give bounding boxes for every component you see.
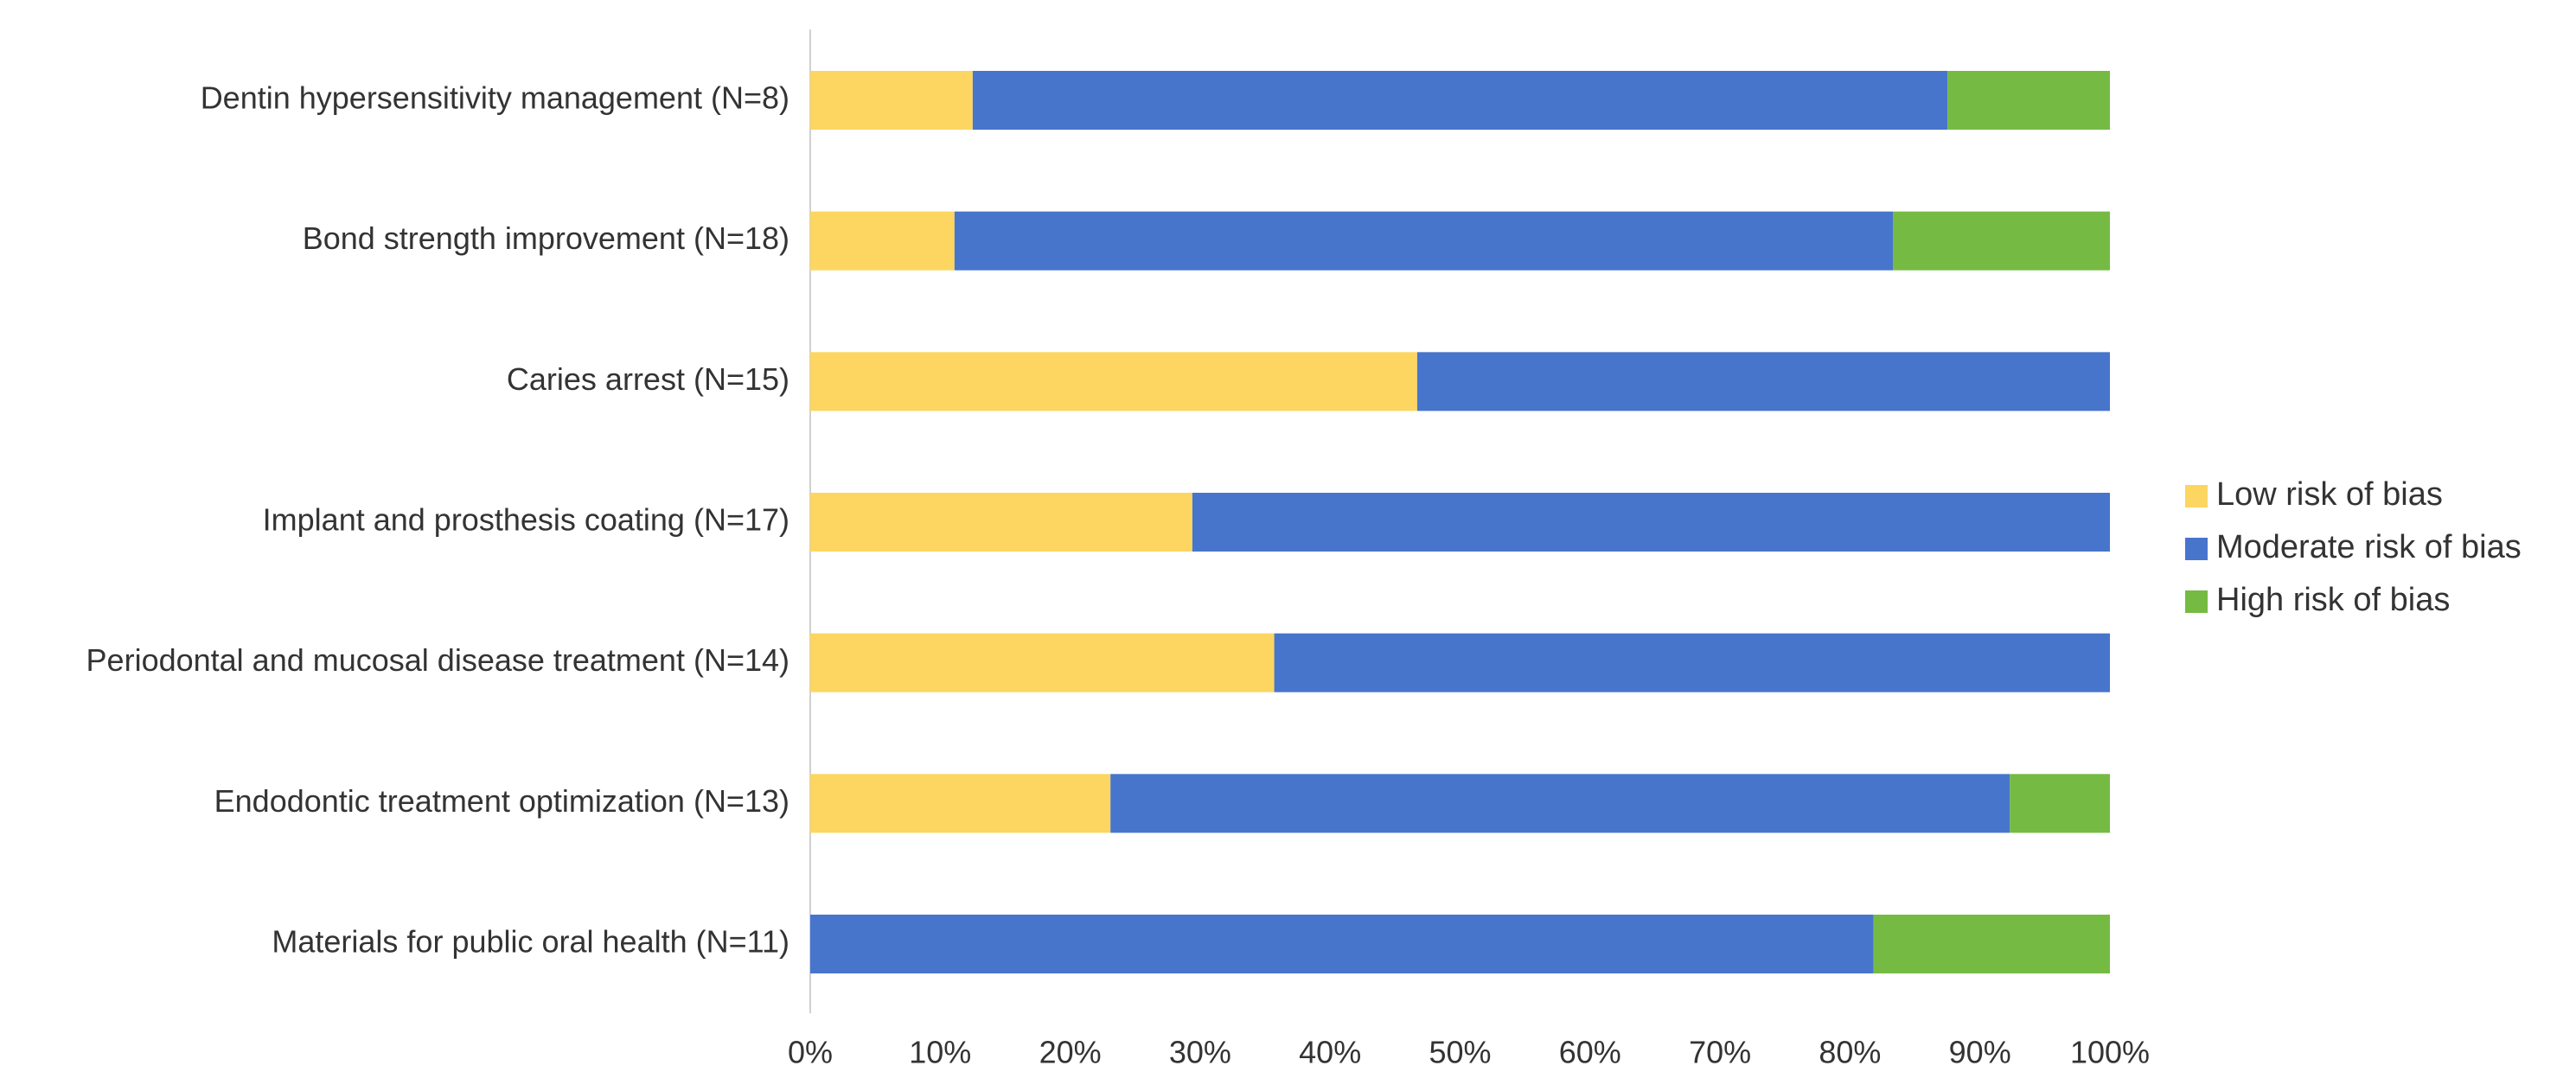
bar-segment: [954, 211, 1893, 271]
bar-segment: [810, 71, 973, 130]
bar-segment: [1873, 915, 2110, 973]
x-tick-label: 70%: [1689, 1035, 1751, 1070]
bar-segment: [810, 915, 1874, 973]
legend-swatch: [2185, 538, 2208, 560]
y-tick-label: Periodontal and mucosal disease treatmen…: [86, 642, 789, 678]
x-tick-label: 80%: [1819, 1035, 1881, 1070]
bar-segment: [972, 71, 1948, 130]
x-tick-label: 90%: [1949, 1035, 2011, 1070]
bar-segment: [810, 633, 1275, 692]
x-tick-label: 10%: [909, 1035, 971, 1070]
y-tick-label: Dentin hypersensitivity management (N=8): [201, 80, 789, 116]
legend-swatch: [2185, 485, 2208, 507]
bar-segment: [1274, 633, 2110, 692]
x-tick-label: 30%: [1169, 1035, 1231, 1070]
y-tick-label: Bond strength improvement (N=18): [303, 220, 789, 256]
y-tick-label: Materials for public oral health (N=11): [272, 924, 789, 960]
bar-segment: [2010, 774, 2110, 833]
x-tick-label: 50%: [1429, 1035, 1491, 1070]
x-tick-label: 100%: [2070, 1035, 2150, 1070]
bar-segment: [1192, 493, 2110, 552]
bar-segment: [1416, 352, 2110, 412]
bar-segment: [810, 211, 955, 271]
bar-segment: [1947, 71, 2110, 130]
y-tick-label: Caries arrest (N=15): [507, 361, 789, 397]
y-tick-label: Endodontic treatment optimization (N=13): [214, 783, 789, 819]
bar-segment: [1110, 774, 2010, 833]
x-tick-label: 20%: [1039, 1035, 1102, 1070]
bar-segment: [810, 352, 1417, 412]
bar-segment: [810, 774, 1111, 833]
x-tick-label: 60%: [1559, 1035, 1621, 1070]
x-tick-label: 0%: [788, 1035, 833, 1070]
legend-label: Moderate risk of bias: [2216, 529, 2522, 565]
bar-segment: [810, 493, 1192, 552]
y-tick-label: Implant and prosthesis coating (N=17): [263, 502, 789, 538]
legend-label: High risk of bias: [2216, 582, 2450, 618]
legend-swatch: [2185, 590, 2208, 613]
x-tick-label: 40%: [1299, 1035, 1361, 1070]
legend-label: Low risk of bias: [2216, 476, 2443, 513]
bar-segment: [1892, 211, 2110, 271]
